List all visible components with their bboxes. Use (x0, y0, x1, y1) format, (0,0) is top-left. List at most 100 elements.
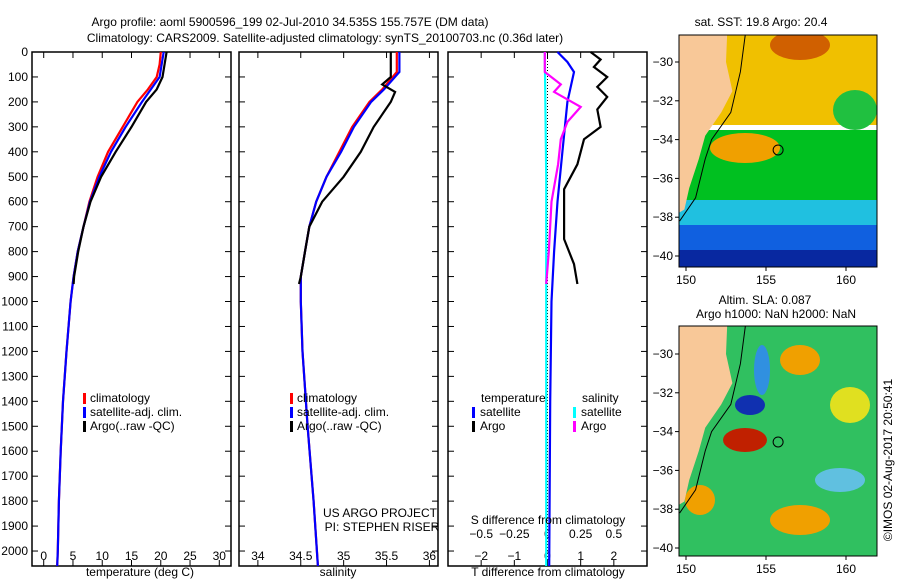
map-y-tick-label: −36 (653, 463, 674, 477)
map-x-tick-label: 155 (756, 562, 776, 576)
map-x-tick-label: 155 (756, 273, 776, 287)
x-tick-label: 10 (96, 549, 110, 563)
sst-cool-patch (833, 90, 877, 130)
map-y-tick-label: −30 (653, 347, 674, 361)
legend-label: Argo (480, 419, 506, 433)
x-tick-label: 1 (577, 549, 584, 563)
series-line-salinity-argo (543, 52, 583, 285)
y-tick-label: 1700 (1, 469, 28, 483)
chart-title: Argo profile: aoml 5900596_199 02-Jul-20… (92, 15, 489, 29)
map-y-tick-label: −32 (653, 386, 674, 400)
s-tick-label: 0 (544, 527, 551, 541)
legend-swatch (290, 393, 293, 404)
sst-map-title: sat. SST: 19.8 Argo: 20.4 (695, 15, 828, 29)
difference-panel: −2−1012−0.5−0.2500.250.5temperaturesalin… (447, 51, 648, 567)
map-y-tick-label: −38 (653, 502, 674, 516)
y-tick-label: 1900 (1, 519, 28, 533)
map-y-tick-label: −40 (653, 249, 674, 263)
x-tick-label: 34 (251, 549, 265, 563)
legend-label: climatology (297, 391, 357, 405)
temperature-xlabel: temperature (deg C) (86, 565, 194, 579)
legend-swatch (290, 407, 293, 418)
x-tick-label: 0 (40, 549, 47, 563)
sla-anomaly (830, 387, 870, 423)
legend-swatch (472, 421, 475, 432)
land (679, 326, 733, 505)
legend-label: climatology (90, 391, 150, 405)
isobath-line (679, 35, 746, 222)
legend-label: Argo(..raw -QC) (297, 419, 382, 433)
plot-frame (447, 51, 648, 567)
project-annotation: US ARGO PROJECT (323, 506, 438, 520)
sla-anomaly (735, 395, 765, 415)
legend-label: Argo (581, 419, 607, 433)
map-y-tick-label: −40 (653, 541, 674, 555)
legend-swatch (83, 407, 86, 418)
sla-map-title: Altim. SLA: 0.087 (719, 293, 812, 307)
map-y-tick-label: −32 (653, 94, 674, 108)
map-x-tick-label: 160 (836, 562, 856, 576)
series-line-temperature-satellite (548, 51, 576, 567)
sla-map: 150 155 160 −30 −32 −34 −36 −38 −40 (653, 325, 878, 576)
series-line-salinity-satellite (543, 51, 548, 566)
argo-position-marker (772, 436, 784, 448)
s-tick-label: 0.5 (605, 527, 622, 541)
sst-band (679, 250, 877, 267)
y-tick-label: 300 (8, 120, 28, 134)
sst-warm-eddy (710, 133, 780, 163)
pi-annotation: PI: STEPHEN RISER (325, 520, 440, 534)
legend-swatch (83, 421, 86, 432)
y-tick-label: 0 (21, 45, 28, 59)
legend-label: satellite (581, 405, 622, 419)
legend-heading: salinity (582, 391, 619, 405)
legend-label: satellite-adj. clim. (297, 405, 389, 419)
y-tick-label: 1300 (1, 369, 28, 383)
legend-label: satellite (480, 405, 521, 419)
series-line-satellite-adj-clim- (56, 51, 165, 567)
isobath-line (679, 326, 746, 514)
map-x-tick-label: 160 (836, 273, 856, 287)
legend-label: satellite-adj. clim. (90, 405, 182, 419)
copyright-footer: ©IMOS 02-Aug-2017 20:50:41 (881, 379, 895, 542)
map-y-tick-label: −38 (653, 210, 674, 224)
x-tick-label: 35.5 (375, 549, 399, 563)
series-line-climatology (299, 52, 398, 567)
y-tick-label: 500 (8, 170, 28, 184)
chart-subtitle: Climatology: CARS2009. Satellite-adjuste… (87, 31, 563, 45)
sst-band (679, 130, 877, 200)
x-tick-label: −2 (474, 549, 488, 563)
sla-anomaly (754, 345, 770, 395)
sla-anomaly (780, 345, 820, 375)
legend-swatch (573, 421, 576, 432)
s-diff-xlabel: S difference from climatology (471, 513, 626, 527)
plot-frame (31, 51, 232, 567)
sla-anomaly (723, 428, 767, 452)
sla-anomaly (815, 468, 865, 492)
plot-frame (238, 51, 439, 567)
y-tick-label: 400 (8, 145, 28, 159)
x-tick-label: 36 (423, 549, 437, 563)
y-tick-label: 1000 (1, 295, 28, 309)
legend-label: Argo(..raw -QC) (90, 419, 175, 433)
x-tick-label: 5 (70, 549, 77, 563)
salinity-xlabel: salinity (320, 565, 357, 579)
y-tick-label: 700 (8, 220, 28, 234)
y-tick-label: 100 (8, 70, 28, 84)
map-content (679, 326, 877, 556)
map-frame (678, 325, 878, 557)
x-tick-label: −1 (507, 549, 521, 563)
s-tick-label: 0.25 (569, 527, 593, 541)
y-tick-label: 1600 (1, 444, 28, 458)
x-tick-label: 2 (610, 549, 617, 563)
map-x-tick-label: 150 (676, 562, 696, 576)
temperature-panel: 0100200300400500600700800900100011001200… (1, 45, 232, 567)
series-line-temperature-argo (562, 51, 609, 285)
series-line-climatology (56, 51, 162, 567)
sla-anomaly (685, 485, 715, 515)
y-tick-label: 1800 (1, 494, 28, 508)
y-tick-label: 800 (8, 245, 28, 259)
y-tick-label: 600 (8, 195, 28, 209)
map-y-tick-label: −34 (653, 133, 674, 147)
